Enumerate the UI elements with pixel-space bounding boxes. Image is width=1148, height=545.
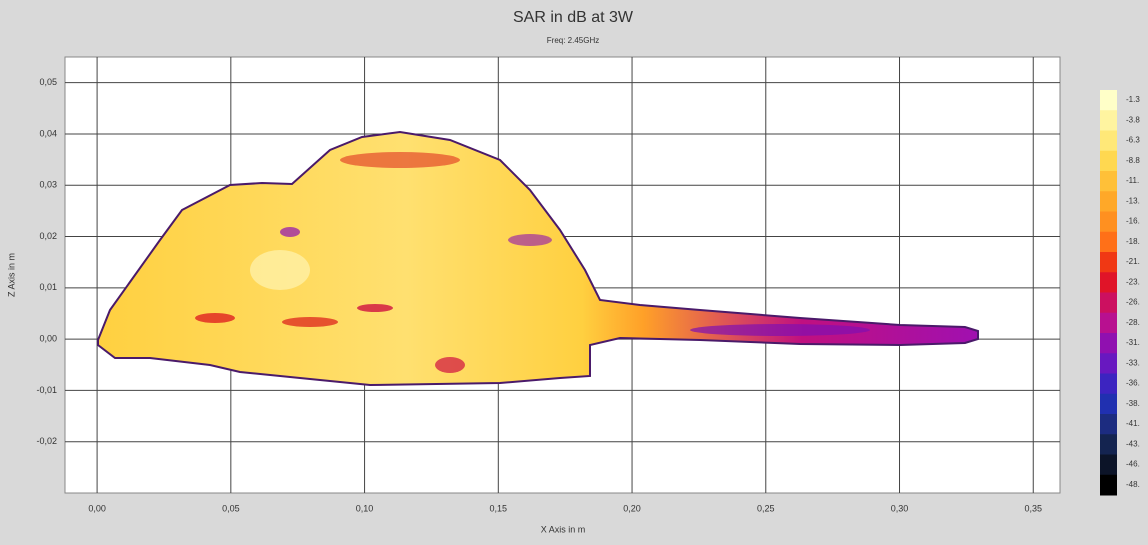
colorbar-label: -21. [1126, 257, 1140, 266]
sar-field [97, 130, 979, 387]
colorbar-label: -8.8 [1126, 156, 1140, 165]
hot-spot [435, 357, 465, 373]
colorbar-swatch [1100, 191, 1117, 212]
y-tick-label: 0,02 [39, 231, 57, 241]
colorbar-label: -48. [1126, 480, 1140, 489]
colorbar-swatch [1100, 353, 1117, 374]
hot-spot [280, 227, 300, 237]
colorbar-label: -43. [1126, 439, 1140, 448]
colorbar-label: -38. [1126, 399, 1140, 408]
cool-spot [250, 250, 310, 290]
colorbar-label: -23. [1126, 277, 1140, 286]
x-tick-label: 0,35 [1024, 503, 1042, 513]
colorbar-swatch [1100, 414, 1117, 435]
colorbar-label: -36. [1126, 379, 1140, 388]
colorbar-label: -6.3 [1126, 136, 1140, 145]
y-tick-label: 0,01 [39, 282, 57, 292]
hot-spot [508, 234, 552, 246]
colorbar-swatch [1100, 211, 1117, 233]
y-tick-label: -0,01 [36, 385, 57, 395]
colorbar-label: -16. [1126, 217, 1140, 226]
y-axis-label: Z Axis in m [6, 253, 16, 297]
x-tick-label: 0,20 [623, 503, 641, 513]
colorbar-swatch [1100, 373, 1117, 395]
colorbar-label: -31. [1126, 338, 1140, 347]
chart-subtitle: Freq: 2.45GHz [547, 36, 599, 45]
x-tick-label: 0,15 [490, 503, 508, 513]
hot-spot [282, 317, 338, 327]
colorbar-swatch [1100, 434, 1117, 455]
y-tick-label: 0,03 [39, 180, 57, 190]
colorbar-swatch [1100, 150, 1117, 172]
colorbar-swatch [1100, 171, 1117, 192]
colorbar-swatch [1100, 292, 1117, 314]
colorbar-label: -46. [1126, 460, 1140, 469]
hot-spot [340, 152, 460, 168]
colorbar-swatch [1100, 454, 1117, 476]
colorbar-swatch [1100, 272, 1117, 293]
x-tick-label: 0,25 [757, 503, 775, 513]
colorbar-swatch [1100, 231, 1117, 253]
colorbar-swatch [1100, 474, 1117, 496]
colorbar-label: -41. [1126, 419, 1140, 428]
y-tick-label: -0,02 [36, 436, 57, 446]
colorbar-label: -13. [1126, 196, 1140, 205]
hot-spot [195, 313, 235, 323]
colorbar-label: -18. [1126, 237, 1140, 246]
hot-spot [357, 304, 393, 312]
x-axis-label: X Axis in m [541, 524, 586, 534]
y-tick-label: 0,00 [39, 333, 57, 343]
colorbar-label: -26. [1126, 298, 1140, 307]
colorbar-label: -33. [1126, 358, 1140, 367]
y-tick-label: 0,05 [39, 77, 57, 87]
x-tick-label: 0,05 [222, 503, 240, 513]
colorbar-label: -1.3 [1126, 95, 1140, 104]
x-tick-label: 0,10 [356, 503, 374, 513]
colorbar-label: -3.8 [1126, 115, 1140, 124]
x-tick-label: 0,00 [88, 503, 106, 513]
colorbar-swatch [1100, 252, 1117, 273]
colorbar-swatch [1100, 312, 1117, 334]
colorbar-swatch [1100, 393, 1117, 415]
colorbar-label: -11. [1126, 176, 1139, 185]
colorbar-label: -28. [1126, 318, 1140, 327]
hot-spot [690, 324, 870, 336]
chart-title: SAR in dB at 3W [513, 9, 634, 26]
y-tick-label: 0,04 [39, 128, 57, 138]
colorbar-swatch [1100, 333, 1117, 354]
colorbar-swatch [1100, 110, 1117, 131]
x-tick-label: 0,30 [891, 503, 909, 513]
colorbar-swatch [1100, 90, 1117, 111]
colorbar: -1.3 -3.8 -6.3 -8.8 -11. -13. -16. -18. -21. -23.… [1100, 90, 1140, 496]
colorbar-swatch [1100, 130, 1117, 152]
